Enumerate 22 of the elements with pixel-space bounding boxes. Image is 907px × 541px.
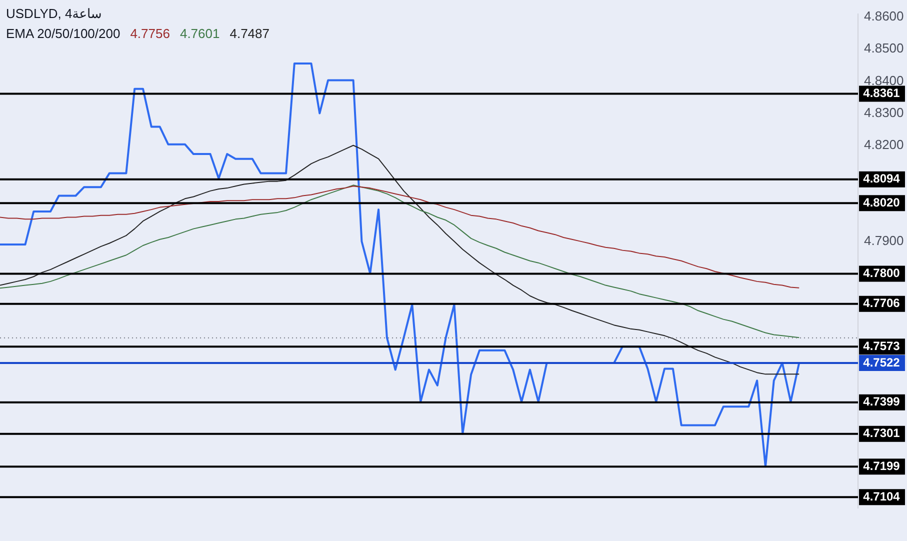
y-tick-label: 4.8500: [864, 40, 904, 56]
y-tick-label: 4.8300: [864, 104, 904, 120]
text: EMA 20/50/100/200: [6, 26, 120, 41]
ref-line-label: 4.8020: [863, 195, 900, 210]
y-tick-label: 4.8200: [864, 136, 904, 152]
ref-line-label: 4.7301: [863, 426, 900, 440]
y-tick-label: 4.8600: [864, 8, 904, 24]
ref-line-label: 4.7399: [863, 394, 900, 409]
text: 4.7601: [180, 26, 220, 41]
text: 4.7756: [130, 26, 170, 41]
y-tick-label: 4.8400: [864, 72, 904, 88]
ref-line-label: 4.7104: [863, 489, 900, 504]
ref-line-label: 4.7573: [863, 338, 900, 353]
ref-line-label: 4.7706: [863, 296, 900, 310]
ref-line-label: 4.8094: [863, 172, 900, 186]
ref-line-label: 4.7199: [863, 458, 900, 473]
y-tick-label: 4.7900: [864, 233, 904, 248]
chart-title: USDLYD, 4ساعة: [6, 5, 103, 23]
ref-line-label: 4.8361: [863, 86, 900, 100]
text: 4.7487: [230, 26, 270, 41]
ref-line-label: 4.7800: [863, 266, 900, 280]
ref-line-label: 4.7522: [863, 355, 900, 370]
